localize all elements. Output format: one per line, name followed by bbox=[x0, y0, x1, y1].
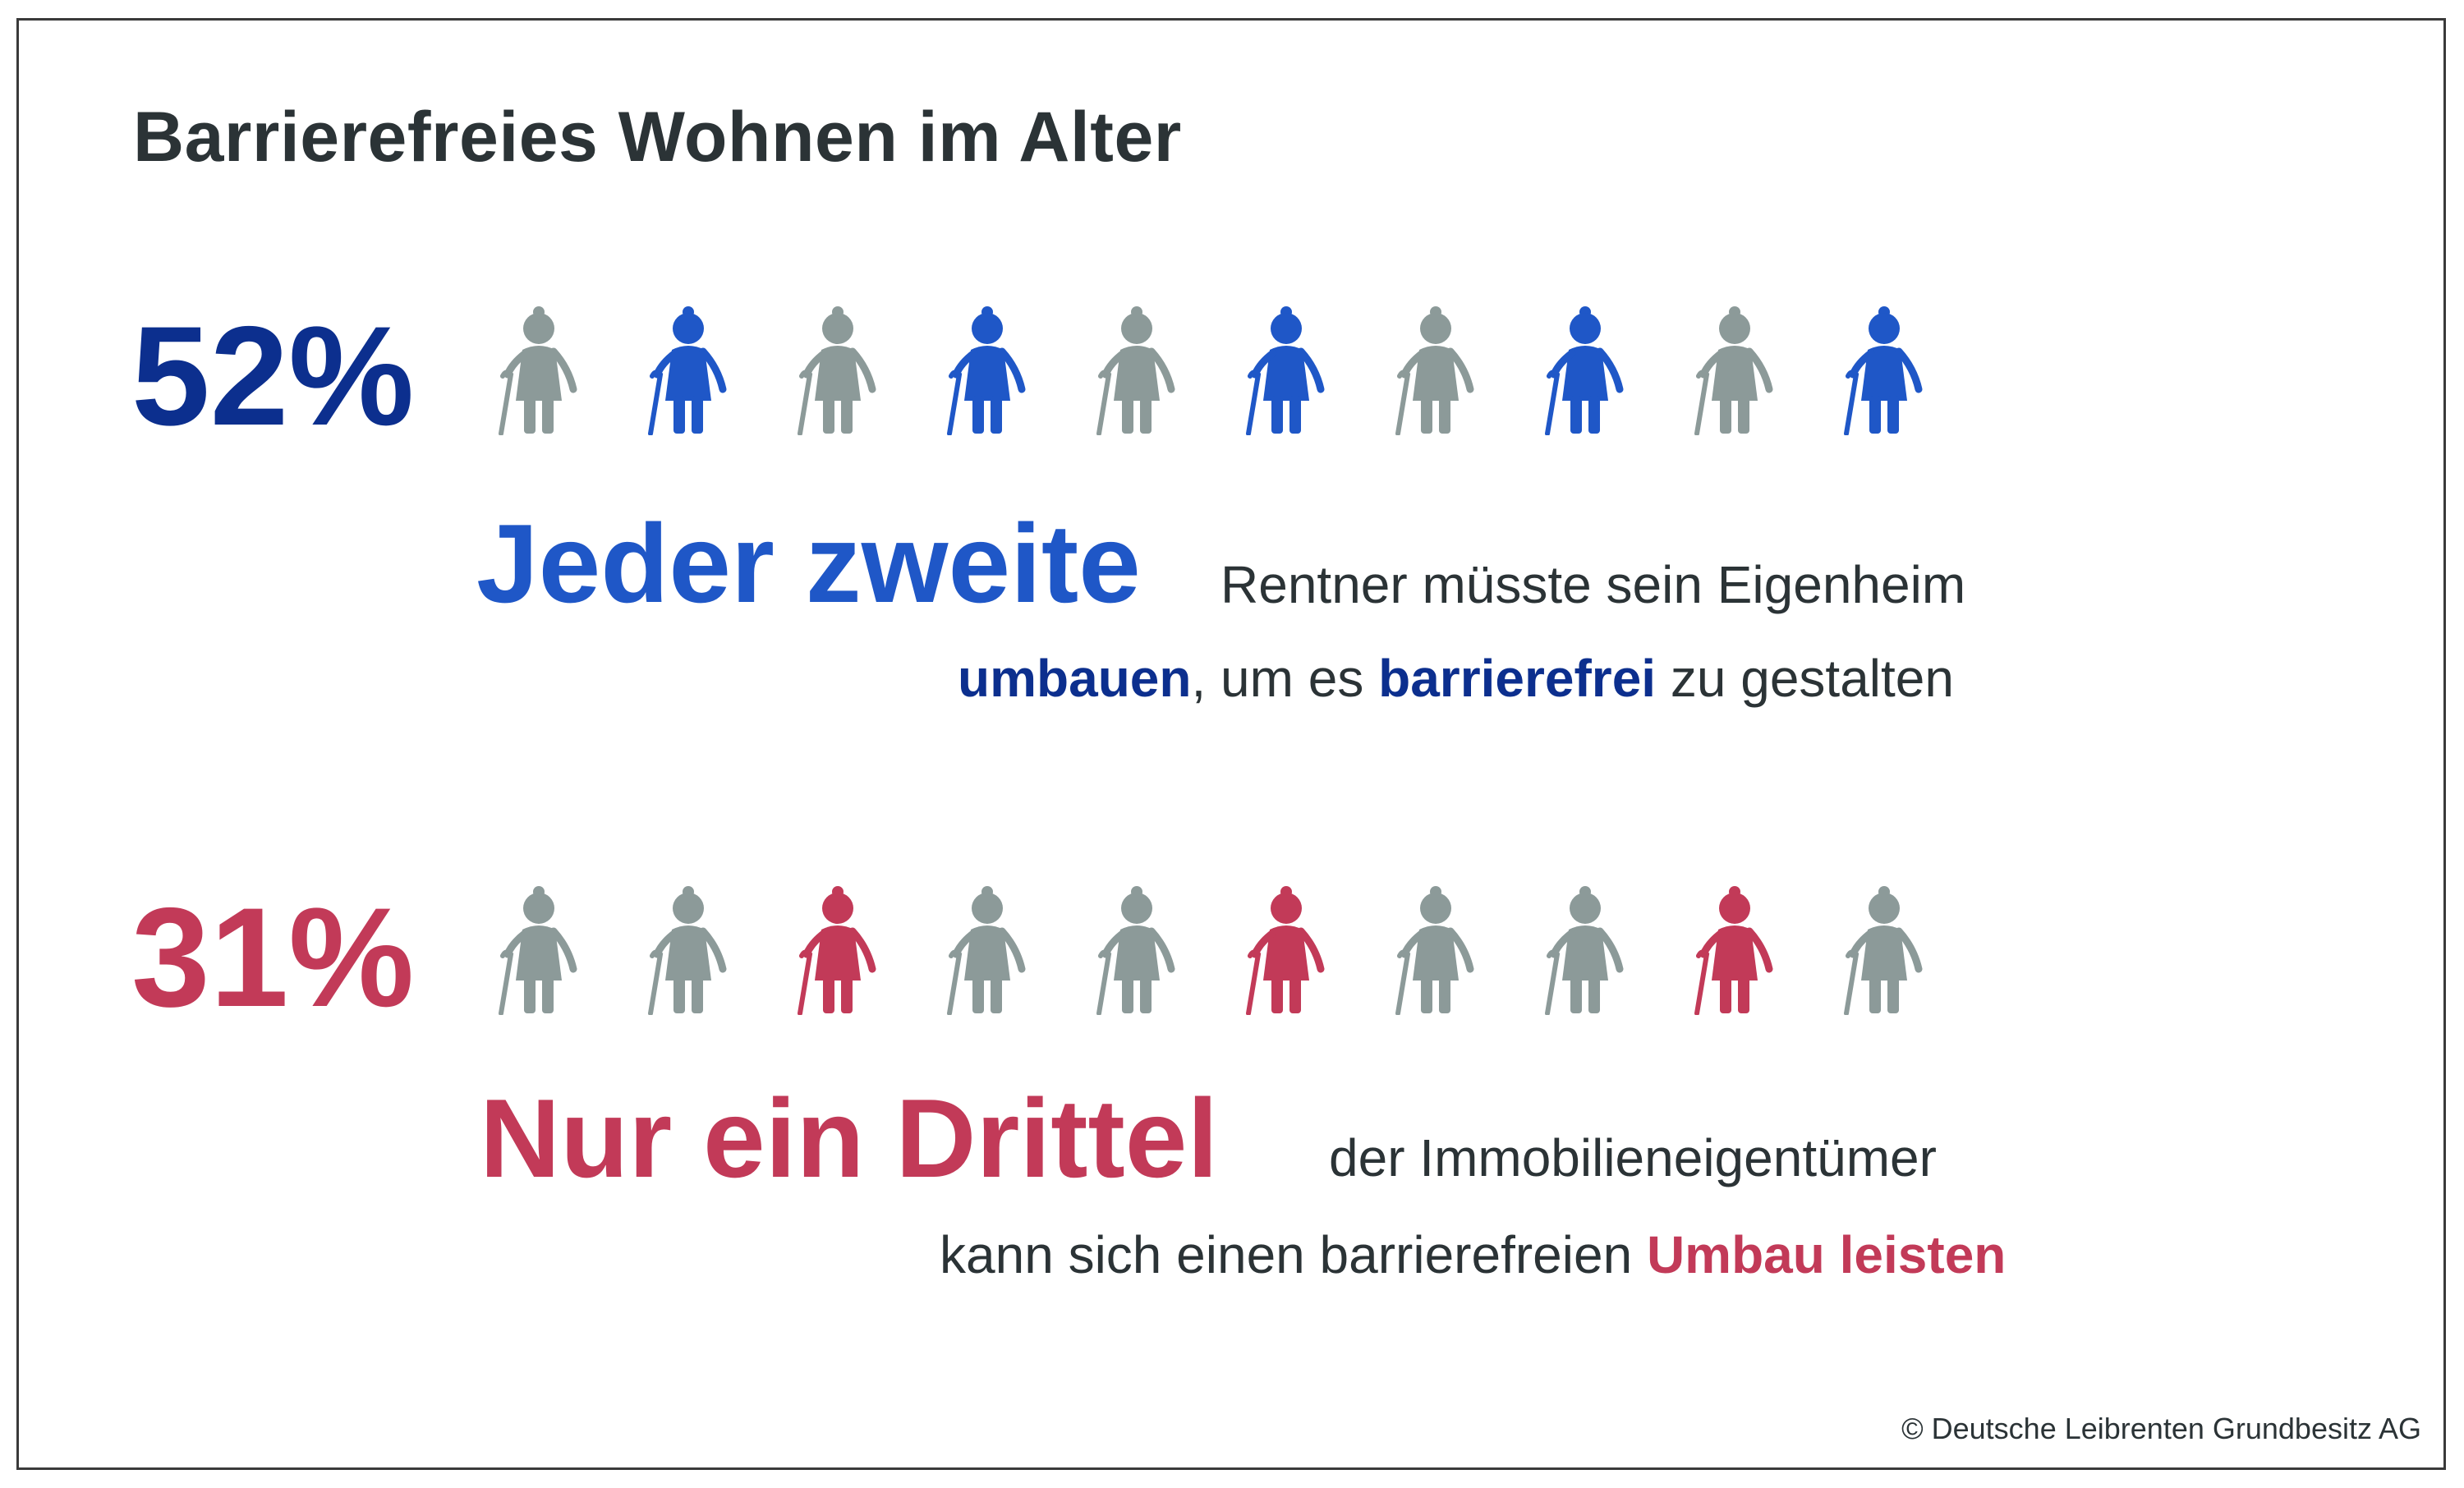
pictogram-row-2 bbox=[493, 884, 1938, 1015]
row2-text-line1: der Immobilieneigentümer bbox=[1329, 1128, 1937, 1187]
highlighted-elderly-person-with-cane-icon bbox=[1246, 886, 1325, 1015]
copyright-notice: © Deutsche Leibrenten Grundbesitz AG bbox=[1901, 1412, 2421, 1445]
elderly-person-with-cane-icon bbox=[1395, 306, 1474, 435]
elderly-person-with-cane-icon bbox=[1844, 886, 1923, 1015]
elderly-person-with-cane-icon bbox=[798, 306, 876, 435]
emphasis-umbauen: umbauen bbox=[958, 649, 1192, 708]
row1-text-line2: umbauen, um es barrierefrei zu gestalten bbox=[958, 652, 1954, 705]
row2-text-fragment: kann sich einen barrierefreien bbox=[940, 1225, 1647, 1284]
highlighted-elderly-person-with-cane-icon bbox=[1844, 306, 1923, 435]
elderly-person-with-cane-icon bbox=[1096, 306, 1175, 435]
elderly-person-with-cane-icon bbox=[1545, 886, 1624, 1015]
row2-text-line2: kann sich einen barrierefreien Umbau lei… bbox=[940, 1229, 2006, 1281]
elderly-person-with-cane-icon bbox=[1395, 886, 1474, 1015]
percent-label-31: 31% bbox=[131, 879, 415, 1036]
highlighted-elderly-person-with-cane-icon bbox=[648, 306, 727, 435]
row1-text-fragment-end: zu gestalten bbox=[1656, 649, 1954, 708]
highlighted-elderly-person-with-cane-icon bbox=[1694, 886, 1773, 1015]
elderly-person-with-cane-icon bbox=[1096, 886, 1175, 1015]
pictogram-row-1 bbox=[493, 304, 1938, 435]
emphasis-barrierefrei: barrierefrei bbox=[1378, 649, 1657, 708]
headline-jeder-zweite: Jeder zweite bbox=[476, 501, 1141, 626]
elderly-person-with-cane-icon bbox=[1694, 306, 1773, 435]
elderly-person-with-cane-icon bbox=[499, 306, 577, 435]
highlighted-elderly-person-with-cane-icon bbox=[1545, 306, 1624, 435]
infographic-frame bbox=[16, 18, 2446, 1470]
row1-text-line1: Rentner müsste sein Eigenheim bbox=[1221, 555, 1966, 614]
headline-nur-ein-drittel: Nur ein Drittel bbox=[480, 1076, 1219, 1201]
row1-text-fragment: , um es bbox=[1191, 649, 1379, 708]
highlighted-elderly-person-with-cane-icon bbox=[947, 306, 1026, 435]
elderly-person-with-cane-icon bbox=[648, 886, 727, 1015]
highlighted-elderly-person-with-cane-icon bbox=[798, 886, 876, 1015]
highlighted-elderly-person-with-cane-icon bbox=[1246, 306, 1325, 435]
elderly-person-with-cane-icon bbox=[947, 886, 1026, 1015]
percent-label-52: 52% bbox=[131, 297, 415, 455]
infographic-title: Barrierefreies Wohnen im Alter bbox=[133, 98, 1182, 177]
emphasis-umbau-leisten: Umbau leisten bbox=[1646, 1225, 2007, 1284]
elderly-person-with-cane-icon bbox=[499, 886, 577, 1015]
